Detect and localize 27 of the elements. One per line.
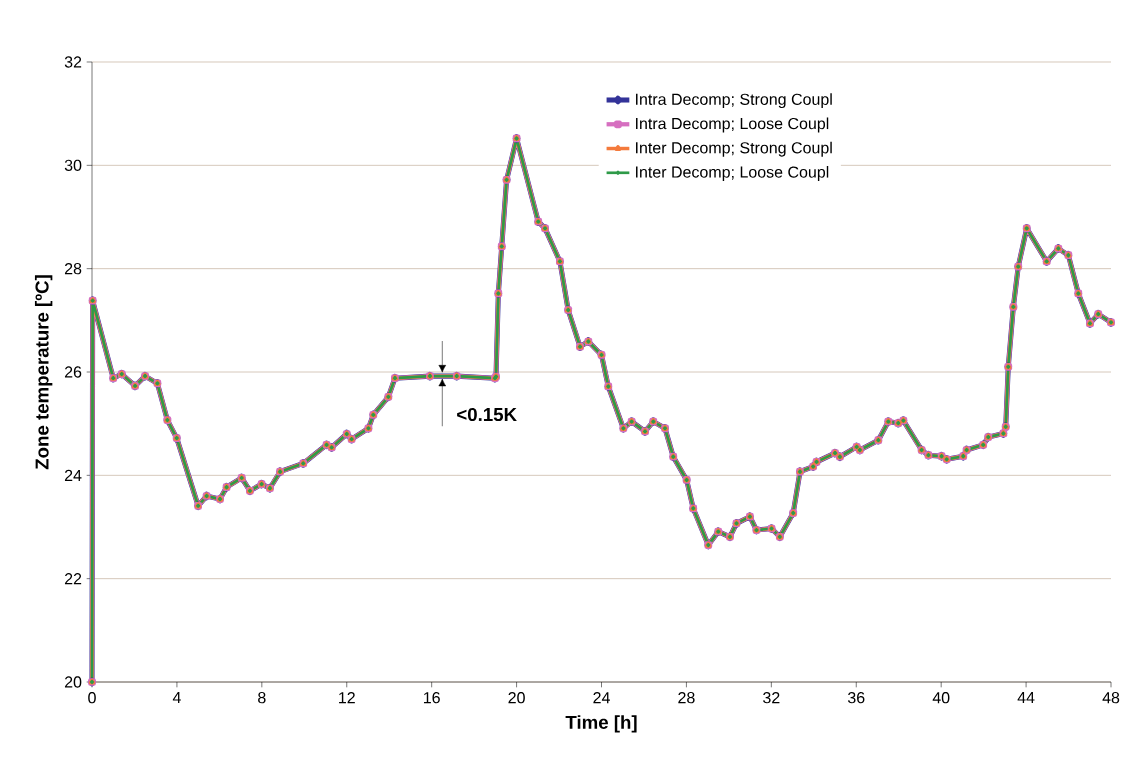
x-tick-label: 48 (1102, 692, 1120, 704)
x-tick-label: 16 (423, 692, 440, 704)
x-tick-label: 12 (339, 692, 355, 704)
x-tick-label: 24 (593, 692, 610, 704)
x-tick-label: 0 (88, 692, 96, 704)
annotation: <0.15K (457, 407, 517, 422)
legend-label: Intra Decomp; Loose Coupl (636, 117, 829, 133)
legend-label: Intra Decomp; Strong Coupl (636, 93, 832, 109)
y-axis-title: Zone temperature [ºC] (34, 275, 53, 470)
legend-label: Inter Decomp; Loose Coupl (636, 166, 829, 181)
x-tick-label: 28 (678, 692, 695, 704)
y-tick-label: 20 (64, 676, 82, 688)
y-tick-label: 30 (64, 159, 82, 171)
y-tick-label: 26 (64, 366, 82, 378)
x-tick-label: 20 (508, 692, 525, 704)
x-axis-title: Time [h] (565, 715, 637, 733)
x-tick-label: 40 (932, 692, 950, 704)
y-tick-label: 28 (64, 263, 82, 275)
x-tick-label: 36 (847, 692, 865, 704)
y-tick-label: 32 (64, 56, 82, 68)
x-tick-label: 4 (172, 692, 181, 704)
legend-label: Inter Decomp; Strong Coupl (636, 141, 832, 157)
y-tick-label: 22 (64, 573, 82, 585)
x-tick-label: 44 (1017, 692, 1035, 704)
x-tick-label: 8 (258, 692, 266, 704)
x-tick-label: 32 (763, 692, 780, 704)
y-tick-label: 24 (64, 469, 82, 481)
